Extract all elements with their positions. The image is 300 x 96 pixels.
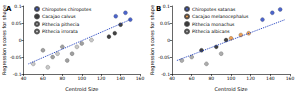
svg-text:100: 100 — [227, 76, 236, 81]
svg-text:Regression scores for shape: Regression scores for shape — [1, 5, 8, 75]
svg-text:Pithecia irrorata: Pithecia irrorata — [42, 29, 78, 34]
svg-text:120: 120 — [246, 76, 255, 81]
svg-text:Chiropotes satanas: Chiropotes satanas — [192, 7, 236, 12]
svg-text:140: 140 — [116, 76, 125, 81]
svg-text:0.05: 0.05 — [12, 21, 22, 26]
svg-text:0.05: 0.05 — [160, 21, 170, 26]
svg-text:Pithecia pithecia: Pithecia pithecia — [42, 22, 79, 27]
svg-text:160: 160 — [286, 76, 295, 81]
svg-text:Cacajao calvus: Cacajao calvus — [42, 14, 76, 19]
svg-text:0.1: 0.1 — [14, 4, 21, 9]
svg-text:0: 0 — [19, 38, 22, 43]
svg-text:120: 120 — [97, 76, 106, 81]
svg-text:A: A — [6, 5, 12, 13]
svg-text:Pithecia albicans: Pithecia albicans — [192, 29, 230, 34]
svg-text:B: B — [156, 5, 161, 13]
svg-text:Cacajao melanocephalus: Cacajao melanocephalus — [192, 14, 249, 19]
svg-text:Pithecia monachus: Pithecia monachus — [192, 22, 235, 27]
svg-text:Centroid Size: Centroid Size — [214, 86, 247, 92]
svg-text:100: 100 — [77, 76, 86, 81]
svg-text:60: 60 — [40, 76, 46, 81]
svg-text:0.1: 0.1 — [163, 4, 170, 9]
svg-text:Chiropotes chiropotes: Chiropotes chiropotes — [42, 7, 92, 12]
svg-text:80: 80 — [208, 76, 214, 81]
svg-text:140: 140 — [266, 76, 275, 81]
svg-text:0: 0 — [167, 38, 170, 43]
svg-text:-0.1: -0.1 — [12, 71, 22, 77]
svg-text:Regression scores for shape: Regression scores for shape — [149, 5, 156, 75]
svg-text:40: 40 — [169, 76, 175, 81]
svg-text:160: 160 — [136, 76, 145, 81]
svg-text:-0.05: -0.05 — [10, 55, 22, 60]
svg-text:-0.1: -0.1 — [161, 71, 170, 77]
svg-text:60: 60 — [189, 76, 195, 81]
svg-text:-0.05: -0.05 — [158, 55, 170, 60]
svg-text:80: 80 — [59, 76, 65, 81]
svg-text:Centroid Size: Centroid Size — [65, 86, 98, 92]
svg-text:40: 40 — [21, 76, 27, 81]
